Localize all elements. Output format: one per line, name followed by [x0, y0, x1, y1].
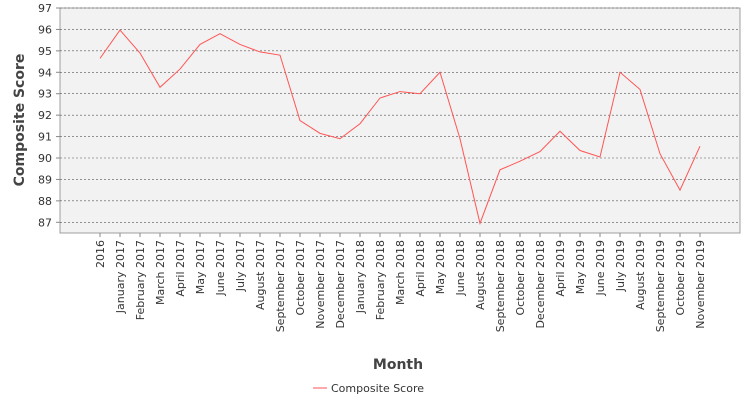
- x-tick-label: September 2019: [654, 240, 667, 332]
- x-tick-label: April 2019: [554, 240, 567, 297]
- x-tick-label: July 2019: [614, 240, 627, 292]
- y-tick-label: 96: [38, 23, 52, 36]
- x-tick-label: February 2018: [374, 240, 387, 320]
- x-tick-label: October 2018: [514, 240, 527, 316]
- x-tick-label: March 2017: [154, 240, 167, 305]
- x-tick-label: April 2018: [414, 240, 427, 297]
- x-tick-label: September 2018: [494, 240, 507, 332]
- x-tick-label: June 2018: [454, 240, 467, 296]
- x-tick-label: August 2019: [634, 240, 647, 310]
- x-tick-label: October 2017: [294, 240, 307, 316]
- x-tick-label: October 2019: [674, 240, 687, 316]
- y-axis-title: Composite Score: [12, 54, 28, 187]
- x-tick-label: June 2019: [594, 240, 607, 296]
- y-tick-label: 88: [38, 195, 52, 208]
- y-tick-label: 91: [38, 131, 52, 144]
- y-tick-label: 92: [38, 109, 52, 122]
- y-tick-label: 87: [38, 216, 52, 229]
- x-axis-title: Month: [373, 357, 423, 373]
- x-tick-label: 2016: [94, 240, 107, 268]
- line: [99, 29, 701, 226]
- y-tick-label: 90: [38, 152, 52, 165]
- plot-area: [59, 7, 741, 234]
- x-tick-label: September 2017: [274, 240, 287, 332]
- x-tick-label: May 2018: [434, 240, 447, 294]
- x-tick-label: July 2017: [234, 240, 247, 292]
- y-tick-label: 93: [38, 88, 52, 101]
- x-tick-label: August 2018: [474, 240, 487, 310]
- x-tick-label: June 2017: [214, 240, 227, 296]
- y-tick-label: 89: [38, 173, 52, 186]
- x-tick-label: December 2018: [534, 240, 547, 329]
- y-tick-label: 95: [38, 45, 52, 58]
- x-tick-label: May 2017: [194, 240, 207, 294]
- x-tick-label: April 2017: [174, 240, 187, 297]
- x-tick-label: November 2017: [314, 240, 327, 329]
- y-tick-label: 97: [38, 2, 52, 15]
- x-tick-label: December 2017: [334, 240, 347, 329]
- x-tick-label: January 2018: [354, 240, 367, 314]
- legend-label: Composite Score: [331, 382, 424, 395]
- x-tick-label: May 2019: [574, 240, 587, 294]
- x-tick-label: November 2019: [694, 240, 707, 329]
- x-tick-label: August 2017: [254, 240, 267, 310]
- x-tick-label: January 2017: [114, 240, 127, 314]
- y-tick-label: 94: [38, 66, 52, 79]
- x-tick-label: February 2017: [134, 240, 147, 320]
- x-tick-label: March 2018: [394, 240, 407, 305]
